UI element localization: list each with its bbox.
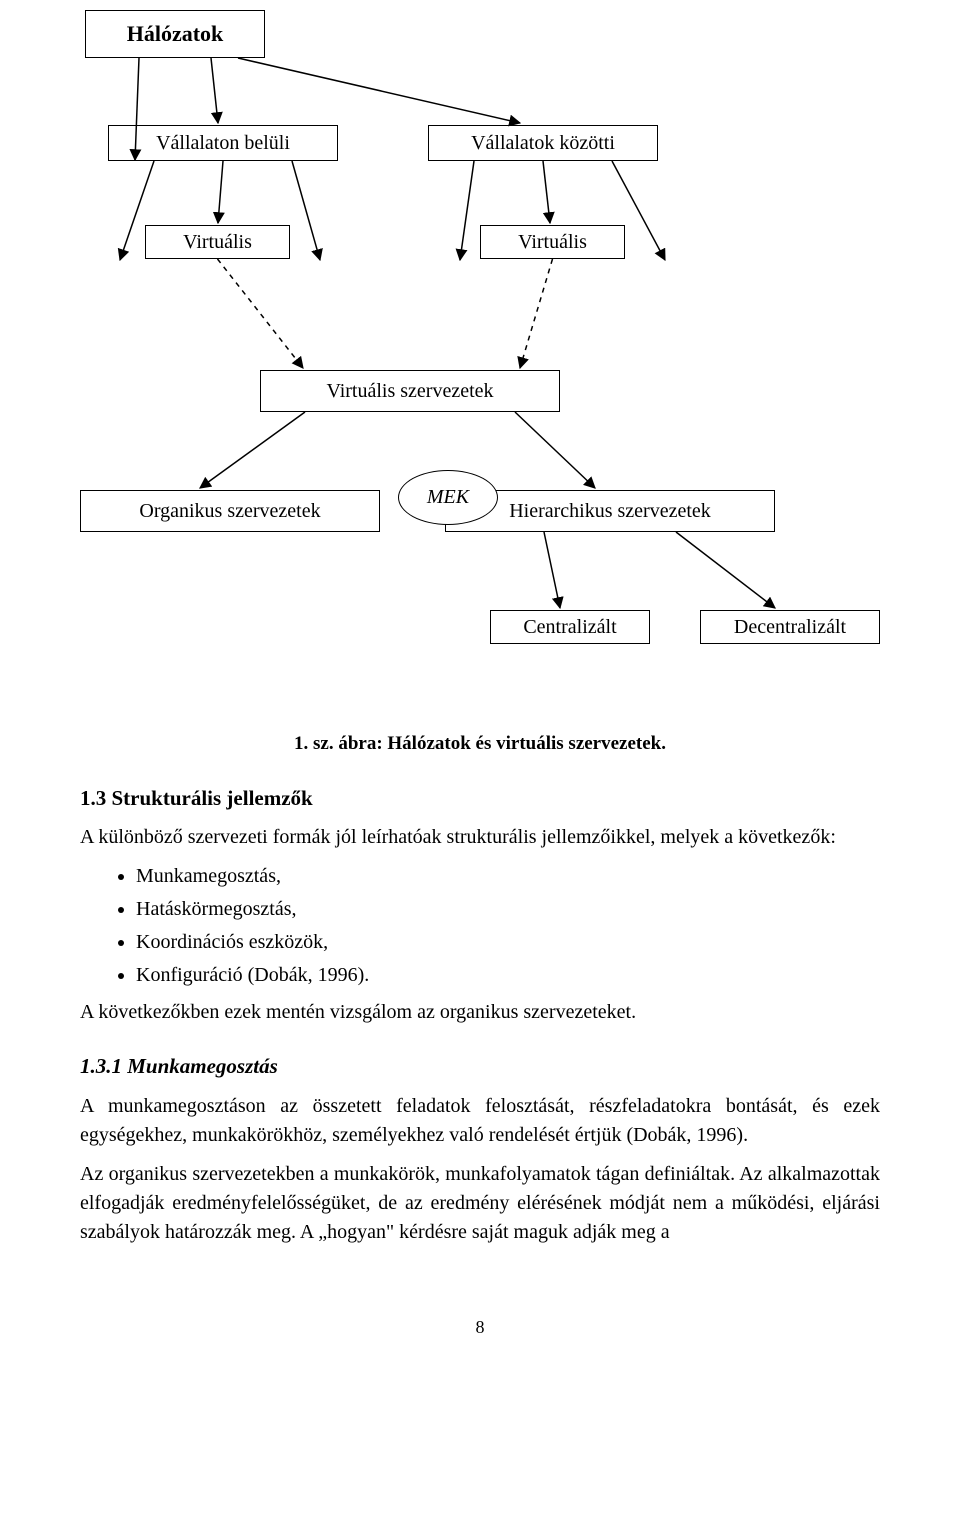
subsection-p2: Az organikus szervezetekben a munkakörök…	[80, 1160, 880, 1247]
arrows-layer	[0, 0, 960, 715]
page-number: 8	[0, 1317, 960, 1338]
subsection-p1: A munkamegosztáson az összetett feladato…	[80, 1092, 880, 1150]
figure-caption-text: 1. sz. ábra: Hálózatok és virtuális szer…	[294, 733, 666, 754]
section-after: A következőkben ezek mentén vizsgálom az…	[80, 998, 880, 1027]
bullet-item: Hatáskörmegosztás,	[136, 895, 880, 924]
node-centralized-label: Centralizált	[523, 616, 616, 639]
node-inside: Vállalaton belüli	[108, 125, 338, 161]
diagram-area: Hálózatok Vállalaton belüli Vállalatok k…	[0, 0, 960, 715]
node-between: Vállalatok közötti	[428, 125, 658, 161]
node-virtual-left-label: Virtuális	[183, 231, 252, 254]
node-mek-label: MEK	[427, 486, 469, 509]
node-hierarchic-label: Hierarchikus szervezetek	[509, 500, 711, 523]
node-inside-label: Vállalaton belüli	[156, 132, 290, 155]
node-virtual-org-label: Virtuális szervezetek	[326, 380, 493, 403]
bullet-item: Koordinációs eszközök,	[136, 928, 880, 957]
node-between-label: Vállalatok közötti	[471, 132, 615, 155]
node-root-label: Hálózatok	[127, 21, 224, 47]
node-centralized: Centralizált	[490, 610, 650, 644]
subsection-heading: 1.3.1 Munkamegosztás	[80, 1051, 880, 1081]
node-organic: Organikus szervezetek	[80, 490, 380, 532]
page: Hálózatok Vállalaton belüli Vállalatok k…	[0, 0, 960, 1338]
section-intro: A különböző szervezeti formák jól leírha…	[80, 823, 880, 852]
node-virtual-right: Virtuális	[480, 225, 625, 259]
bullet-list: Munkamegosztás, Hatáskörmegosztás, Koord…	[80, 862, 880, 990]
node-root: Hálózatok	[85, 10, 265, 58]
node-virtual-right-label: Virtuális	[518, 231, 587, 254]
text-content: 1.3 Strukturális jellemzők A különböző s…	[0, 783, 960, 1247]
node-organic-label: Organikus szervezetek	[139, 500, 320, 523]
node-virtual-left: Virtuális	[145, 225, 290, 259]
node-mek: MEK	[398, 470, 498, 525]
node-decentralized-label: Decentralizált	[734, 616, 846, 639]
bullet-item: Konfiguráció (Dobák, 1996).	[136, 961, 880, 990]
node-decentralized: Decentralizált	[700, 610, 880, 644]
bullet-item: Munkamegosztás,	[136, 862, 880, 891]
figure-caption: 1. sz. ábra: Hálózatok és virtuális szer…	[0, 733, 960, 755]
section-heading: 1.3 Strukturális jellemzők	[80, 783, 880, 813]
node-virtual-org: Virtuális szervezetek	[260, 370, 560, 412]
